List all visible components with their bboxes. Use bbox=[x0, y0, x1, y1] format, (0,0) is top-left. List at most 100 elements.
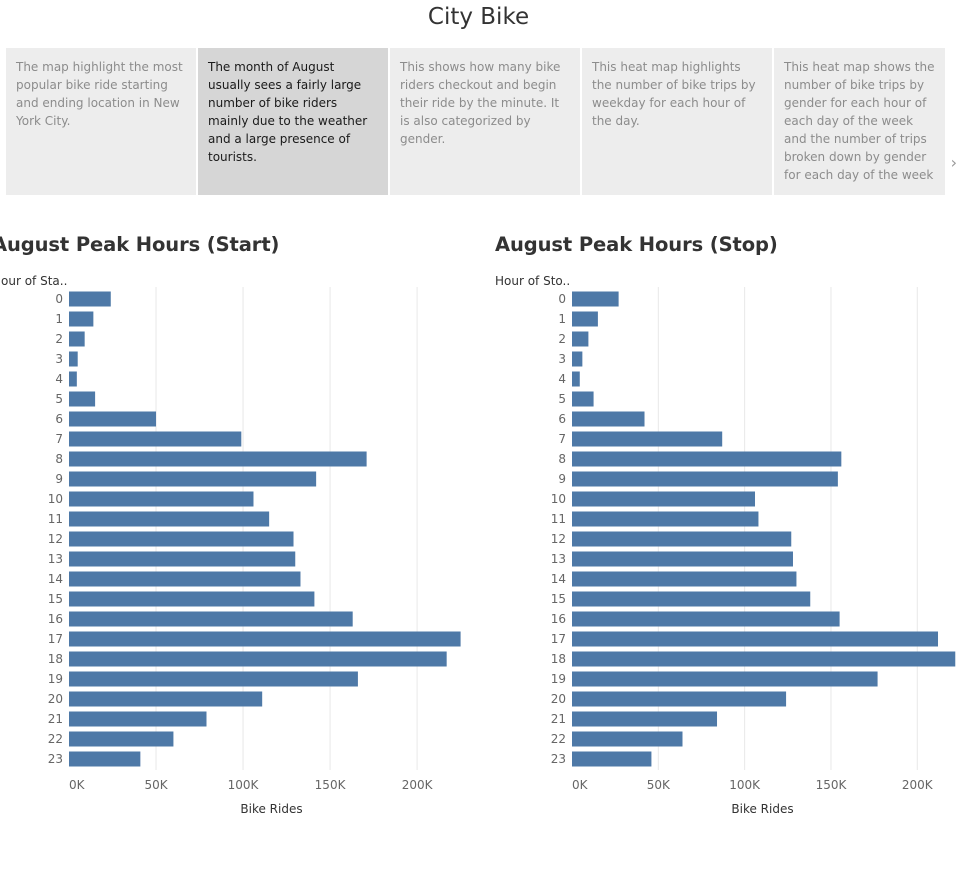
category-label: 23 bbox=[48, 752, 63, 766]
bar-hour-19[interactable] bbox=[69, 671, 358, 687]
bar-hour-11[interactable] bbox=[572, 511, 759, 527]
bar-hour-4[interactable] bbox=[572, 371, 580, 387]
bar-hour-16[interactable] bbox=[572, 611, 840, 627]
bar-hour-22[interactable] bbox=[69, 731, 174, 747]
category-label: 15 bbox=[551, 592, 566, 606]
bar-hour-14[interactable] bbox=[572, 571, 797, 587]
bar-hour-12[interactable] bbox=[69, 531, 294, 547]
x-tick-label: 100K bbox=[228, 778, 260, 792]
chevron-right-icon[interactable]: › bbox=[950, 153, 957, 172]
story-point-3[interactable]: This shows how many bike riders checkout… bbox=[390, 48, 580, 195]
x-axis-title: Bike Rides bbox=[731, 802, 793, 816]
bar-hour-9[interactable] bbox=[69, 471, 317, 487]
category-label: 12 bbox=[48, 532, 63, 546]
category-label: 13 bbox=[48, 552, 63, 566]
bar-hour-19[interactable] bbox=[572, 671, 878, 687]
story-point-2[interactable]: The month of August usually sees a fairl… bbox=[198, 48, 388, 195]
category-label: 2 bbox=[55, 332, 63, 346]
bar-hour-18[interactable] bbox=[69, 651, 447, 667]
x-tick-label: 50K bbox=[144, 778, 168, 792]
bar-hour-20[interactable] bbox=[572, 691, 787, 707]
category-label: 20 bbox=[48, 692, 63, 706]
bar-hour-7[interactable] bbox=[572, 431, 723, 447]
category-label: 1 bbox=[55, 312, 63, 326]
bar-hour-8[interactable] bbox=[572, 451, 842, 467]
category-label: 4 bbox=[55, 372, 63, 386]
bar-hour-13[interactable] bbox=[69, 551, 296, 567]
chart-title-start: August Peak Hours (Start) bbox=[0, 233, 280, 256]
bar-hour-13[interactable] bbox=[572, 551, 793, 567]
category-label: 0 bbox=[55, 292, 63, 306]
category-label: 0 bbox=[558, 292, 566, 306]
category-label: 10 bbox=[48, 492, 63, 506]
bar-hour-5[interactable] bbox=[572, 391, 594, 407]
bar-hour-18[interactable] bbox=[572, 651, 956, 667]
category-label: 23 bbox=[551, 752, 566, 766]
bar-chart-start: Hour of Sta..012345678910111213141516171… bbox=[0, 274, 461, 816]
bar-hour-10[interactable] bbox=[572, 491, 756, 507]
category-label: 6 bbox=[558, 412, 566, 426]
bar-hour-3[interactable] bbox=[69, 351, 78, 367]
category-label: 18 bbox=[48, 652, 63, 666]
bar-hour-17[interactable] bbox=[572, 631, 939, 647]
category-label: 5 bbox=[558, 392, 566, 406]
bar-hour-10[interactable] bbox=[69, 491, 254, 507]
story-navigator: The map highlight the most popular bike … bbox=[0, 48, 957, 195]
bar-hour-17[interactable] bbox=[69, 631, 461, 647]
category-label: 17 bbox=[551, 632, 566, 646]
bar-hour-5[interactable] bbox=[69, 391, 96, 407]
bar-hour-12[interactable] bbox=[572, 531, 792, 547]
bar-hour-6[interactable] bbox=[69, 411, 157, 427]
bar-hour-0[interactable] bbox=[69, 291, 111, 307]
category-label: 14 bbox=[48, 572, 63, 586]
category-label: 10 bbox=[551, 492, 566, 506]
bar-chart-stop: Hour of Sto..012345678910111213141516171… bbox=[495, 274, 956, 816]
x-tick-label: 200K bbox=[402, 778, 434, 792]
bar-hour-7[interactable] bbox=[69, 431, 242, 447]
story-point-4[interactable]: This heat map highlights the number of b… bbox=[582, 48, 772, 195]
bar-hour-1[interactable] bbox=[69, 311, 94, 327]
bar-hour-21[interactable] bbox=[572, 711, 718, 727]
category-label: 4 bbox=[558, 372, 566, 386]
x-tick-label: 200K bbox=[902, 778, 934, 792]
bar-hour-16[interactable] bbox=[69, 611, 353, 627]
bar-hour-14[interactable] bbox=[69, 571, 301, 587]
bar-hour-11[interactable] bbox=[69, 511, 270, 527]
bar-hour-22[interactable] bbox=[572, 731, 683, 747]
bar-hour-23[interactable] bbox=[572, 751, 652, 767]
x-tick-label: 100K bbox=[729, 778, 761, 792]
category-label: 16 bbox=[551, 612, 566, 626]
category-label: 22 bbox=[48, 732, 63, 746]
bar-hour-6[interactable] bbox=[572, 411, 645, 427]
category-label: 3 bbox=[558, 352, 566, 366]
bar-hour-15[interactable] bbox=[572, 591, 811, 607]
bar-hour-15[interactable] bbox=[69, 591, 315, 607]
story-point-1[interactable]: The map highlight the most popular bike … bbox=[6, 48, 196, 195]
category-label: 5 bbox=[55, 392, 63, 406]
bar-hour-20[interactable] bbox=[69, 691, 263, 707]
bar-hour-3[interactable] bbox=[572, 351, 583, 367]
category-label: 3 bbox=[55, 352, 63, 366]
category-label: 17 bbox=[48, 632, 63, 646]
category-label: 12 bbox=[551, 532, 566, 546]
x-tick-label: 50K bbox=[647, 778, 671, 792]
bar-hour-1[interactable] bbox=[572, 311, 598, 327]
bar-hour-2[interactable] bbox=[572, 331, 589, 347]
bar-hour-9[interactable] bbox=[572, 471, 838, 487]
story-point-5[interactable]: This heat map shows the number of bike t… bbox=[774, 48, 945, 195]
bar-hour-4[interactable] bbox=[69, 371, 77, 387]
bar-hour-21[interactable] bbox=[69, 711, 207, 727]
bar-hour-0[interactable] bbox=[572, 291, 619, 307]
row-header-label: Hour of Sta.. bbox=[0, 274, 67, 288]
x-tick-label: 150K bbox=[315, 778, 347, 792]
bar-hour-2[interactable] bbox=[69, 331, 85, 347]
x-tick-label: 0K bbox=[69, 778, 86, 792]
category-label: 8 bbox=[55, 452, 63, 466]
category-label: 22 bbox=[551, 732, 566, 746]
category-label: 6 bbox=[55, 412, 63, 426]
category-label: 21 bbox=[551, 712, 566, 726]
bar-hour-8[interactable] bbox=[69, 451, 367, 467]
category-label: 21 bbox=[48, 712, 63, 726]
bar-hour-23[interactable] bbox=[69, 751, 141, 767]
page-title: City Bike bbox=[427, 4, 530, 30]
